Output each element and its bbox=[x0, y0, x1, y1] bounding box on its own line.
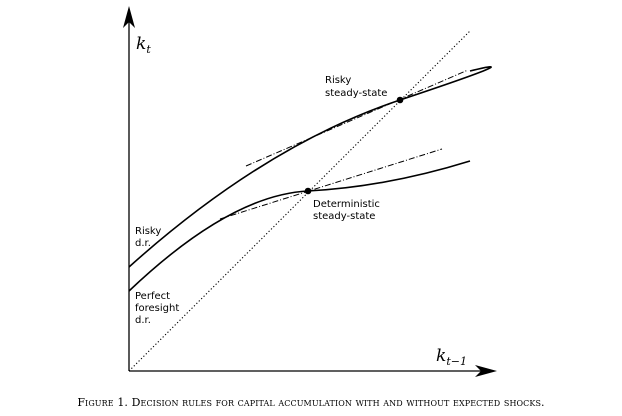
figure-caption: Figure 1. Decision rules for capital acc… bbox=[77, 396, 545, 409]
deterministic-steady-state-label-line1: Deterministic bbox=[313, 199, 380, 210]
y-axis-label-sub: t bbox=[146, 43, 151, 56]
risky-steady-state-label: Risky steady-state bbox=[325, 75, 387, 99]
risky-ss-tangent-line bbox=[245, 69, 469, 167]
deterministic-steady-state-label: Deterministic steady-state bbox=[313, 199, 383, 222]
forty-five-degree-line bbox=[128, 30, 471, 372]
x-axis-label-base: k bbox=[436, 346, 446, 366]
y-axis-label: kt bbox=[136, 34, 151, 56]
risky-dr-label-line2: d.r. bbox=[135, 238, 151, 249]
risky-dr-label-line1: Risky bbox=[135, 226, 161, 237]
risky-steady-state-label-line2: steady-state bbox=[325, 88, 387, 99]
deterministic-steady-state-label-line2: steady-state bbox=[313, 211, 375, 222]
perfect-foresight-decision-rule-curve bbox=[128, 160, 471, 292]
perfect-foresight-dr-label: Perfect foresight d.r. bbox=[135, 291, 182, 326]
perfect-foresight-dr-label-line2: foresight bbox=[135, 303, 179, 314]
y-axis-arrow-icon bbox=[123, 6, 135, 28]
y-axis-label-base: k bbox=[136, 34, 146, 54]
risky-decision-rule-curve bbox=[128, 66, 492, 268]
risky-steady-state-point bbox=[396, 96, 404, 104]
risky-steady-state-label-line1: Risky bbox=[325, 75, 351, 86]
deterministic-ss-tangent-line bbox=[219, 148, 443, 220]
risky-dr-label: Risky d.r. bbox=[135, 226, 164, 249]
deterministic-steady-state-point bbox=[304, 187, 312, 195]
x-axis-arrow-icon bbox=[475, 365, 497, 377]
perfect-foresight-dr-label-line1: Perfect bbox=[135, 291, 170, 302]
perfect-foresight-dr-label-line3: d.r. bbox=[135, 315, 151, 326]
x-axis-label-sub: t−1 bbox=[446, 355, 467, 368]
x-axis-label: kt−1 bbox=[436, 346, 467, 368]
